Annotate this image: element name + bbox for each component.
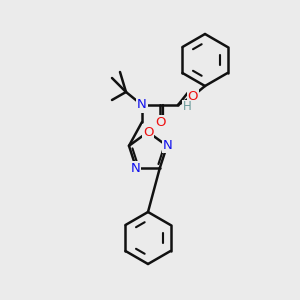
Text: N: N [137, 98, 147, 112]
Text: O: O [188, 89, 198, 103]
Text: N: N [130, 162, 140, 175]
Text: H: H [183, 100, 191, 113]
Text: O: O [143, 125, 153, 139]
Text: N: N [163, 139, 173, 152]
Text: O: O [155, 116, 165, 130]
